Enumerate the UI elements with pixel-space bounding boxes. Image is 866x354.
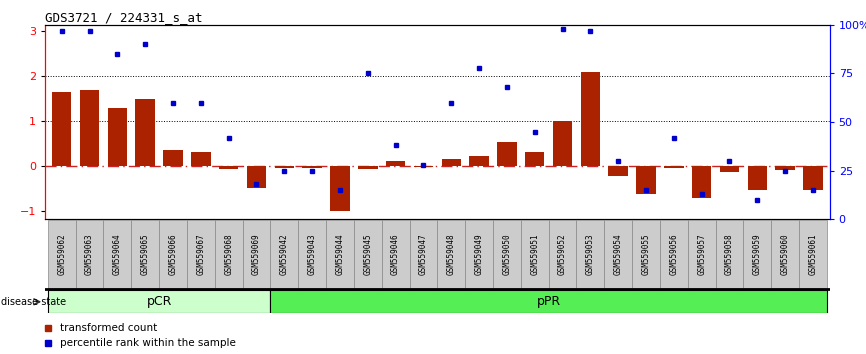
Bar xyxy=(520,220,549,288)
Text: disease state: disease state xyxy=(1,297,66,307)
Bar xyxy=(164,150,183,166)
Bar xyxy=(688,220,715,288)
Text: GSM559057: GSM559057 xyxy=(697,233,706,275)
Text: percentile rank within the sample: percentile rank within the sample xyxy=(60,338,236,348)
Bar xyxy=(80,90,100,166)
Bar xyxy=(743,220,772,288)
Text: GSM559060: GSM559060 xyxy=(780,233,790,275)
Bar xyxy=(132,220,159,288)
Bar xyxy=(580,72,600,166)
Bar xyxy=(715,220,743,288)
Bar xyxy=(103,220,132,288)
Bar xyxy=(191,152,210,166)
Text: GSM559045: GSM559045 xyxy=(363,233,372,275)
Bar xyxy=(354,220,382,288)
Text: GSM559049: GSM559049 xyxy=(475,233,483,275)
Bar xyxy=(298,220,326,288)
Text: GSM559062: GSM559062 xyxy=(57,233,66,275)
Bar xyxy=(242,220,270,288)
Text: GSM559050: GSM559050 xyxy=(502,233,512,275)
Text: transformed count: transformed count xyxy=(60,322,158,332)
Bar xyxy=(275,166,294,169)
Bar xyxy=(270,290,827,313)
Bar xyxy=(799,220,827,288)
Text: GSM559044: GSM559044 xyxy=(335,233,345,275)
Bar xyxy=(525,152,545,166)
Bar xyxy=(437,220,465,288)
Text: GSM559066: GSM559066 xyxy=(169,233,178,275)
Bar xyxy=(358,166,378,169)
Text: GSM559043: GSM559043 xyxy=(307,233,317,275)
Text: GSM559055: GSM559055 xyxy=(642,233,650,275)
Bar xyxy=(219,166,238,169)
Text: GSM559061: GSM559061 xyxy=(809,233,818,275)
Bar xyxy=(637,166,656,194)
Bar xyxy=(330,166,350,211)
Text: GSM559054: GSM559054 xyxy=(614,233,623,275)
Text: GSM559065: GSM559065 xyxy=(140,233,150,275)
Text: GSM559068: GSM559068 xyxy=(224,233,233,275)
Text: GSM559053: GSM559053 xyxy=(586,233,595,275)
Text: GSM559056: GSM559056 xyxy=(669,233,678,275)
Bar xyxy=(386,161,405,166)
Bar xyxy=(553,121,572,166)
Bar xyxy=(632,220,660,288)
Text: pPR: pPR xyxy=(537,295,560,308)
Text: pCR: pCR xyxy=(146,295,171,308)
Bar xyxy=(465,220,493,288)
Bar xyxy=(720,166,740,172)
Bar xyxy=(442,159,461,166)
Text: GSM559052: GSM559052 xyxy=(558,233,567,275)
Bar xyxy=(775,166,795,170)
Text: GSM559046: GSM559046 xyxy=(391,233,400,275)
Bar xyxy=(692,166,711,198)
Text: GSM559064: GSM559064 xyxy=(113,233,122,275)
Text: GSM559069: GSM559069 xyxy=(252,233,261,275)
Text: GSM559051: GSM559051 xyxy=(530,233,540,275)
Text: GDS3721 / 224331_s_at: GDS3721 / 224331_s_at xyxy=(45,11,203,24)
Bar xyxy=(187,220,215,288)
Bar xyxy=(414,166,433,167)
Bar xyxy=(660,220,688,288)
Text: GSM559059: GSM559059 xyxy=(753,233,762,275)
Text: GSM559048: GSM559048 xyxy=(447,233,456,275)
Bar xyxy=(772,220,799,288)
Bar xyxy=(48,290,270,313)
Bar xyxy=(493,220,520,288)
Text: GSM559047: GSM559047 xyxy=(419,233,428,275)
Bar xyxy=(577,220,604,288)
Bar xyxy=(48,220,75,288)
Text: GSM559058: GSM559058 xyxy=(725,233,734,275)
Bar xyxy=(747,166,767,190)
Bar xyxy=(604,220,632,288)
Bar xyxy=(270,220,298,288)
Bar xyxy=(159,220,187,288)
Text: GSM559063: GSM559063 xyxy=(85,233,94,275)
Bar xyxy=(664,166,683,168)
Bar xyxy=(609,166,628,176)
Bar xyxy=(52,92,72,166)
Bar xyxy=(469,156,488,166)
Bar xyxy=(549,220,577,288)
Bar xyxy=(410,220,437,288)
Bar xyxy=(75,220,103,288)
Text: GSM559042: GSM559042 xyxy=(280,233,288,275)
Bar xyxy=(302,166,322,169)
Bar xyxy=(215,220,242,288)
Bar xyxy=(803,166,823,190)
Bar xyxy=(247,166,266,188)
Bar xyxy=(497,143,517,166)
Bar xyxy=(382,220,410,288)
Bar xyxy=(107,108,127,166)
Bar xyxy=(135,99,155,166)
Text: GSM559067: GSM559067 xyxy=(197,233,205,275)
Bar xyxy=(326,220,354,288)
